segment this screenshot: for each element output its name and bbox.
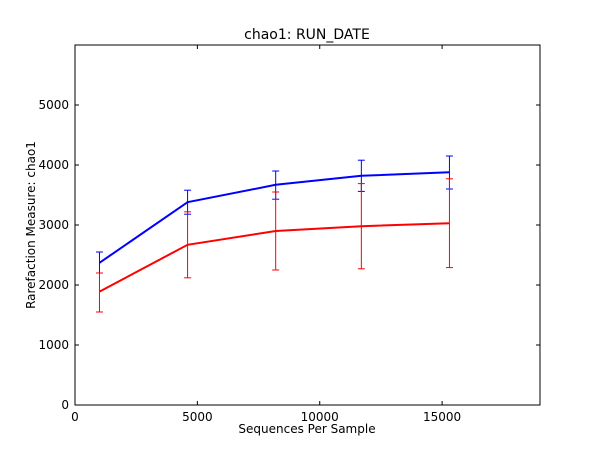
- y-tick-label: 4000: [38, 158, 69, 172]
- x-tick-label: 10000: [301, 410, 339, 424]
- series-1: [95, 178, 453, 313]
- x-axis-label: Sequences Per Sample: [238, 422, 375, 436]
- series-line: [98, 171, 450, 264]
- x-tick-label: 15000: [423, 410, 461, 424]
- series-line: [99, 222, 450, 293]
- y-tick-label: 1000: [38, 338, 69, 352]
- y-tick-label: 2000: [38, 278, 69, 292]
- y-axis-label: Rarefaction Measure: chao1: [24, 141, 38, 309]
- plot-frame: [74, 44, 541, 406]
- chart-title: chao1: RUN_DATE: [244, 27, 370, 43]
- series-0: [95, 155, 453, 274]
- plot-area: [95, 155, 453, 313]
- y-tick-label: 5000: [38, 98, 69, 112]
- y-tick-label: 0: [61, 398, 69, 412]
- y-tick-label: 3000: [38, 218, 69, 232]
- x-tick-label: 5000: [182, 410, 213, 424]
- x-tick-label: 0: [71, 410, 79, 424]
